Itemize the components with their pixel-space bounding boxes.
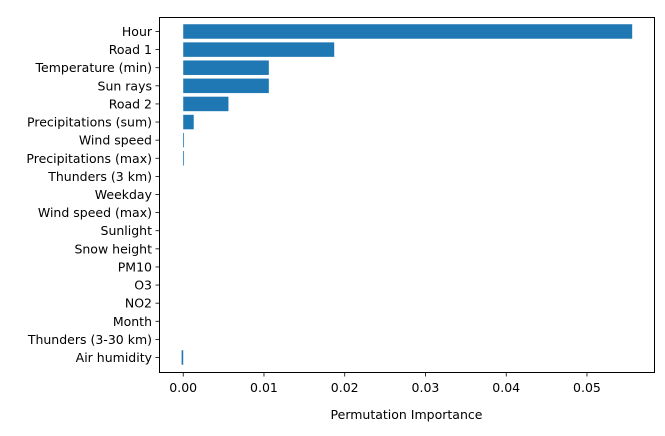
x-tick-label: 0.03 [412,380,440,395]
y-tick-label: Hour [122,24,153,39]
bar-hour [183,24,633,39]
x-axis-label: Permutation Importance [331,407,483,422]
y-tick-label: O3 [134,278,152,293]
y-tick-label: NO2 [125,296,152,311]
y-tick-label: Temperature (min) [35,60,152,75]
y-tick-label: Road 1 [109,42,152,57]
y-tick-label: Wind speed (max) [38,205,152,220]
bar-wind-speed [183,132,185,148]
y-tick-label: Precipitations (max) [26,151,152,166]
bar-air-humidity [181,350,184,365]
y-tick-label: Month [113,314,152,329]
y-tick-label: Road 2 [109,96,152,111]
bar-sun-rays [183,78,269,94]
y-tick-label: Snow height [74,241,152,256]
y-tick-label: Air humidity [76,350,153,365]
y-axis: Hour Road 1 Temperature (min) Sun rays Road … [26,24,160,365]
bar-precipitations-max [183,151,185,166]
x-tick-label: 0.00 [169,380,197,395]
x-axis: 0.00 0.01 0.02 0.03 0.04 0.05 [169,372,601,395]
bar-road-2 [183,96,229,112]
y-tick-label: Thunders (3-30 km) [27,332,152,347]
bars-layer [181,24,633,365]
y-tick-label: PM10 [118,259,152,274]
bar-road-1 [183,42,335,57]
bar-temperature-min [183,60,269,75]
plot-frame [159,17,655,373]
y-tick-label: Sunlight [101,223,153,238]
x-tick-label: 0.05 [573,380,601,395]
bar-precipitations-sum [183,114,194,130]
y-tick-label: Thunders (3 km) [47,169,152,184]
x-tick-label: 0.01 [250,380,278,395]
x-tick-label: 0.04 [492,380,520,395]
y-tick-label: Wind speed [79,133,152,148]
y-tick-label: Sun rays [98,78,152,93]
x-tick-label: 0.02 [331,380,359,395]
y-tick-label: Precipitations (sum) [27,115,152,130]
y-tick-label: Weekday [95,187,153,202]
